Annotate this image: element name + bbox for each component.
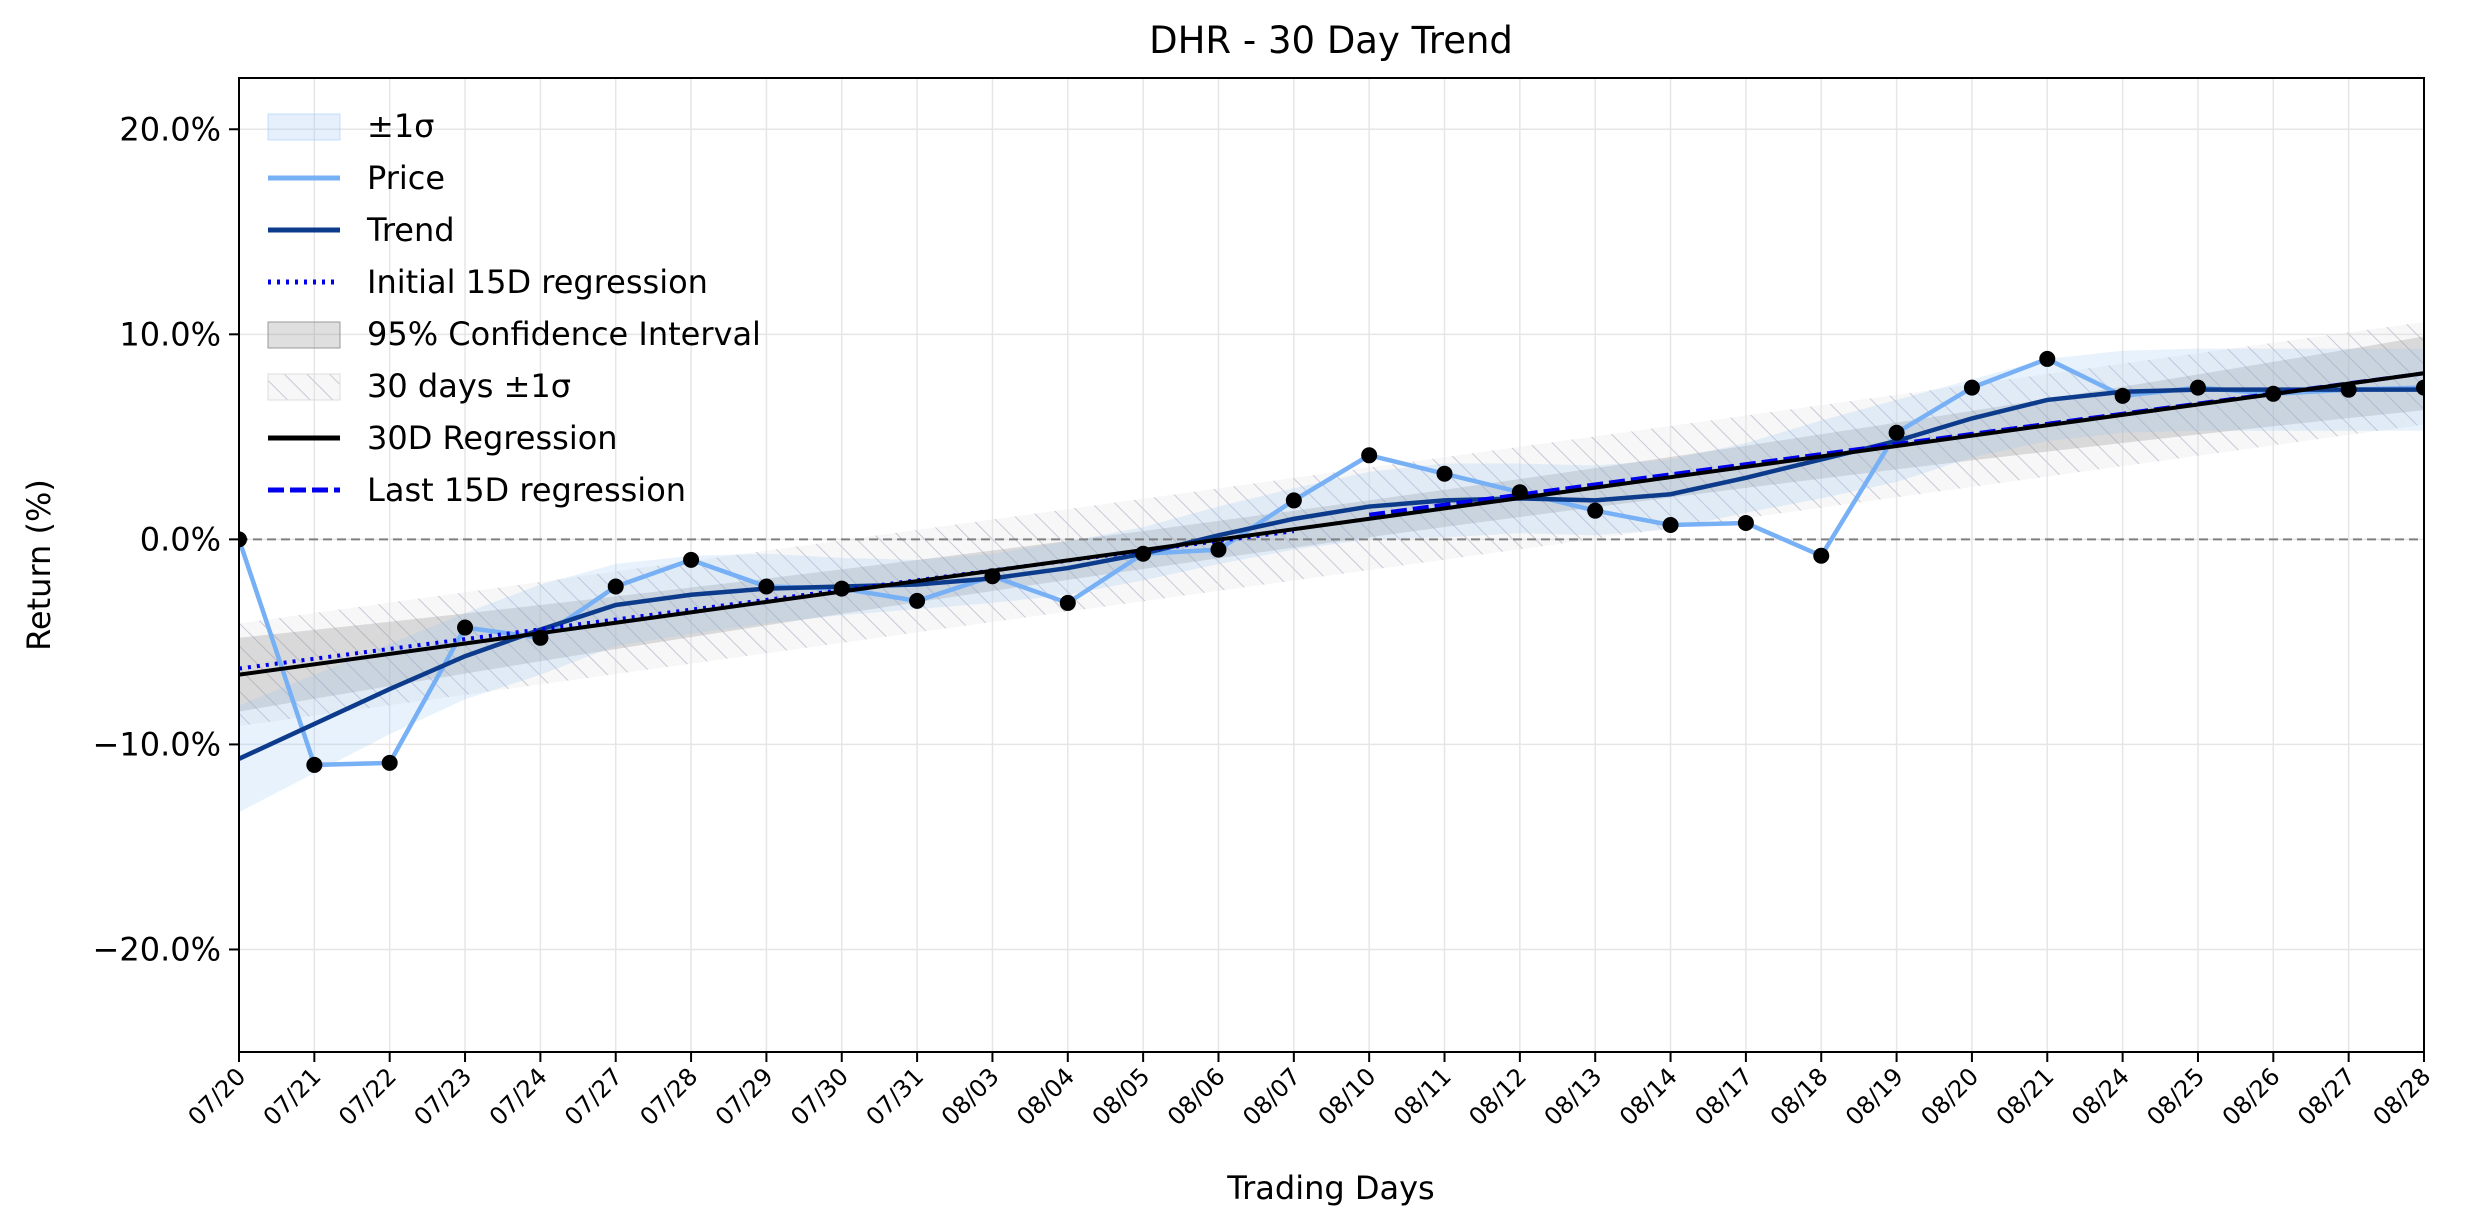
y-tick-label: −20.0% <box>93 930 221 968</box>
price-point <box>1059 594 1076 611</box>
x-tick-label: 08/03 <box>936 1062 1005 1131</box>
legend: ±1σ Price Trend Initial 15D regression 95% C… <box>267 107 761 509</box>
x-tick-label: 08/04 <box>1011 1062 1080 1131</box>
legend-swatch <box>267 113 341 141</box>
legend-label: ±1σ <box>367 107 434 145</box>
y-tick-label: 20.0% <box>119 110 221 148</box>
price-point <box>2114 387 2131 404</box>
y-tick-label: −10.0% <box>93 725 221 763</box>
x-tick-label: 08/27 <box>2292 1062 2361 1131</box>
price-point <box>683 551 700 568</box>
x-axis-label: Trading Days <box>1226 1169 1434 1207</box>
x-tick-label: 08/11 <box>1388 1062 1457 1131</box>
x-tick-label: 08/07 <box>1237 1062 1306 1131</box>
price-point <box>1361 447 1378 464</box>
price-point <box>758 578 775 595</box>
price-point <box>2189 379 2206 396</box>
legend-label: Price <box>367 159 445 197</box>
price-point <box>1888 424 1905 441</box>
price-point <box>1813 547 1830 564</box>
price-point <box>1511 484 1528 501</box>
price-point <box>984 568 1001 585</box>
chart-title: DHR - 30 Day Trend <box>1149 19 1513 62</box>
y-tick-label: 10.0% <box>119 315 221 353</box>
price-point <box>1587 502 1604 519</box>
price-point <box>1285 492 1302 509</box>
price-point <box>1210 541 1227 558</box>
price-line <box>239 356 2424 768</box>
x-tick-label: 07/20 <box>183 1062 252 1131</box>
x-tick-label: 08/13 <box>1539 1062 1608 1131</box>
x-tick-label: 08/28 <box>2368 1062 2437 1131</box>
x-tick-label: 08/19 <box>1840 1062 1909 1131</box>
legend-label: 30D Regression <box>367 419 618 457</box>
x-tick-label: 08/18 <box>1765 1062 1834 1131</box>
price-point <box>607 578 624 595</box>
x-tick-label: 07/31 <box>861 1062 930 1131</box>
legend-label: Trend <box>366 211 455 249</box>
legend-swatch <box>267 321 341 349</box>
x-tick-label: 08/21 <box>1991 1062 2060 1131</box>
y-tick-label: 0.0% <box>140 520 221 558</box>
price-point <box>457 619 474 636</box>
x-tick-label: 08/20 <box>1915 1062 1984 1131</box>
price-point <box>2265 385 2282 402</box>
price-point <box>532 629 549 646</box>
regression-30d-line <box>239 371 2424 677</box>
price-point <box>1963 379 1980 396</box>
price-point <box>833 580 850 597</box>
x-tick-label: 08/24 <box>2066 1062 2135 1131</box>
x-tick-label: 08/12 <box>1463 1062 1532 1131</box>
legend-label: 30 days ±1σ <box>367 367 571 405</box>
x-tick-label: 07/22 <box>333 1062 402 1131</box>
y-axis: 20.0% 10.0% 0.0% −10.0% −20.0% <box>93 110 239 968</box>
price-point <box>306 756 323 773</box>
price-point <box>1737 514 1754 531</box>
x-tick-label: 07/27 <box>559 1062 628 1131</box>
x-tick-label: 07/23 <box>409 1062 478 1131</box>
x-tick-label: 08/06 <box>1162 1062 1231 1131</box>
price-point <box>1135 545 1152 562</box>
x-tick-label: 08/26 <box>2217 1062 2286 1131</box>
x-tick-label: 07/30 <box>785 1062 854 1131</box>
price-point <box>1436 465 1453 482</box>
legend-label: Initial 15D regression <box>367 263 708 301</box>
x-tick-label: 08/14 <box>1614 1062 1683 1131</box>
plot-area <box>239 322 2424 813</box>
price-point <box>2039 350 2056 367</box>
legend-label: Last 15D regression <box>367 471 686 509</box>
x-tick-label: 08/17 <box>1689 1062 1758 1131</box>
y-axis-label: Return (%) <box>20 479 58 651</box>
price-point <box>381 754 398 771</box>
price-point <box>909 592 926 609</box>
x-tick-label: 08/10 <box>1313 1062 1382 1131</box>
price-point <box>1662 517 1679 534</box>
legend-swatch <box>267 373 341 401</box>
x-axis: 07/20 07/21 07/22 07/23 07/24 07/27 07/28 07/29… <box>183 1052 2437 1131</box>
plot-frame <box>238 77 2425 1053</box>
initial-15d-regression <box>239 529 1295 671</box>
x-tick-label: 07/24 <box>484 1062 553 1131</box>
x-tick-label: 08/25 <box>2141 1062 2210 1131</box>
legend-label: 95% Confidence Interval <box>367 315 761 353</box>
price-point <box>2416 379 2424 396</box>
price-point <box>239 531 247 548</box>
x-tick-label: 07/21 <box>258 1062 327 1131</box>
x-tick-label: 07/29 <box>710 1062 779 1131</box>
x-tick-label: 08/05 <box>1087 1062 1156 1131</box>
price-point <box>2340 381 2357 398</box>
trend-line <box>239 387 2424 761</box>
x-tick-label: 07/28 <box>635 1062 704 1131</box>
